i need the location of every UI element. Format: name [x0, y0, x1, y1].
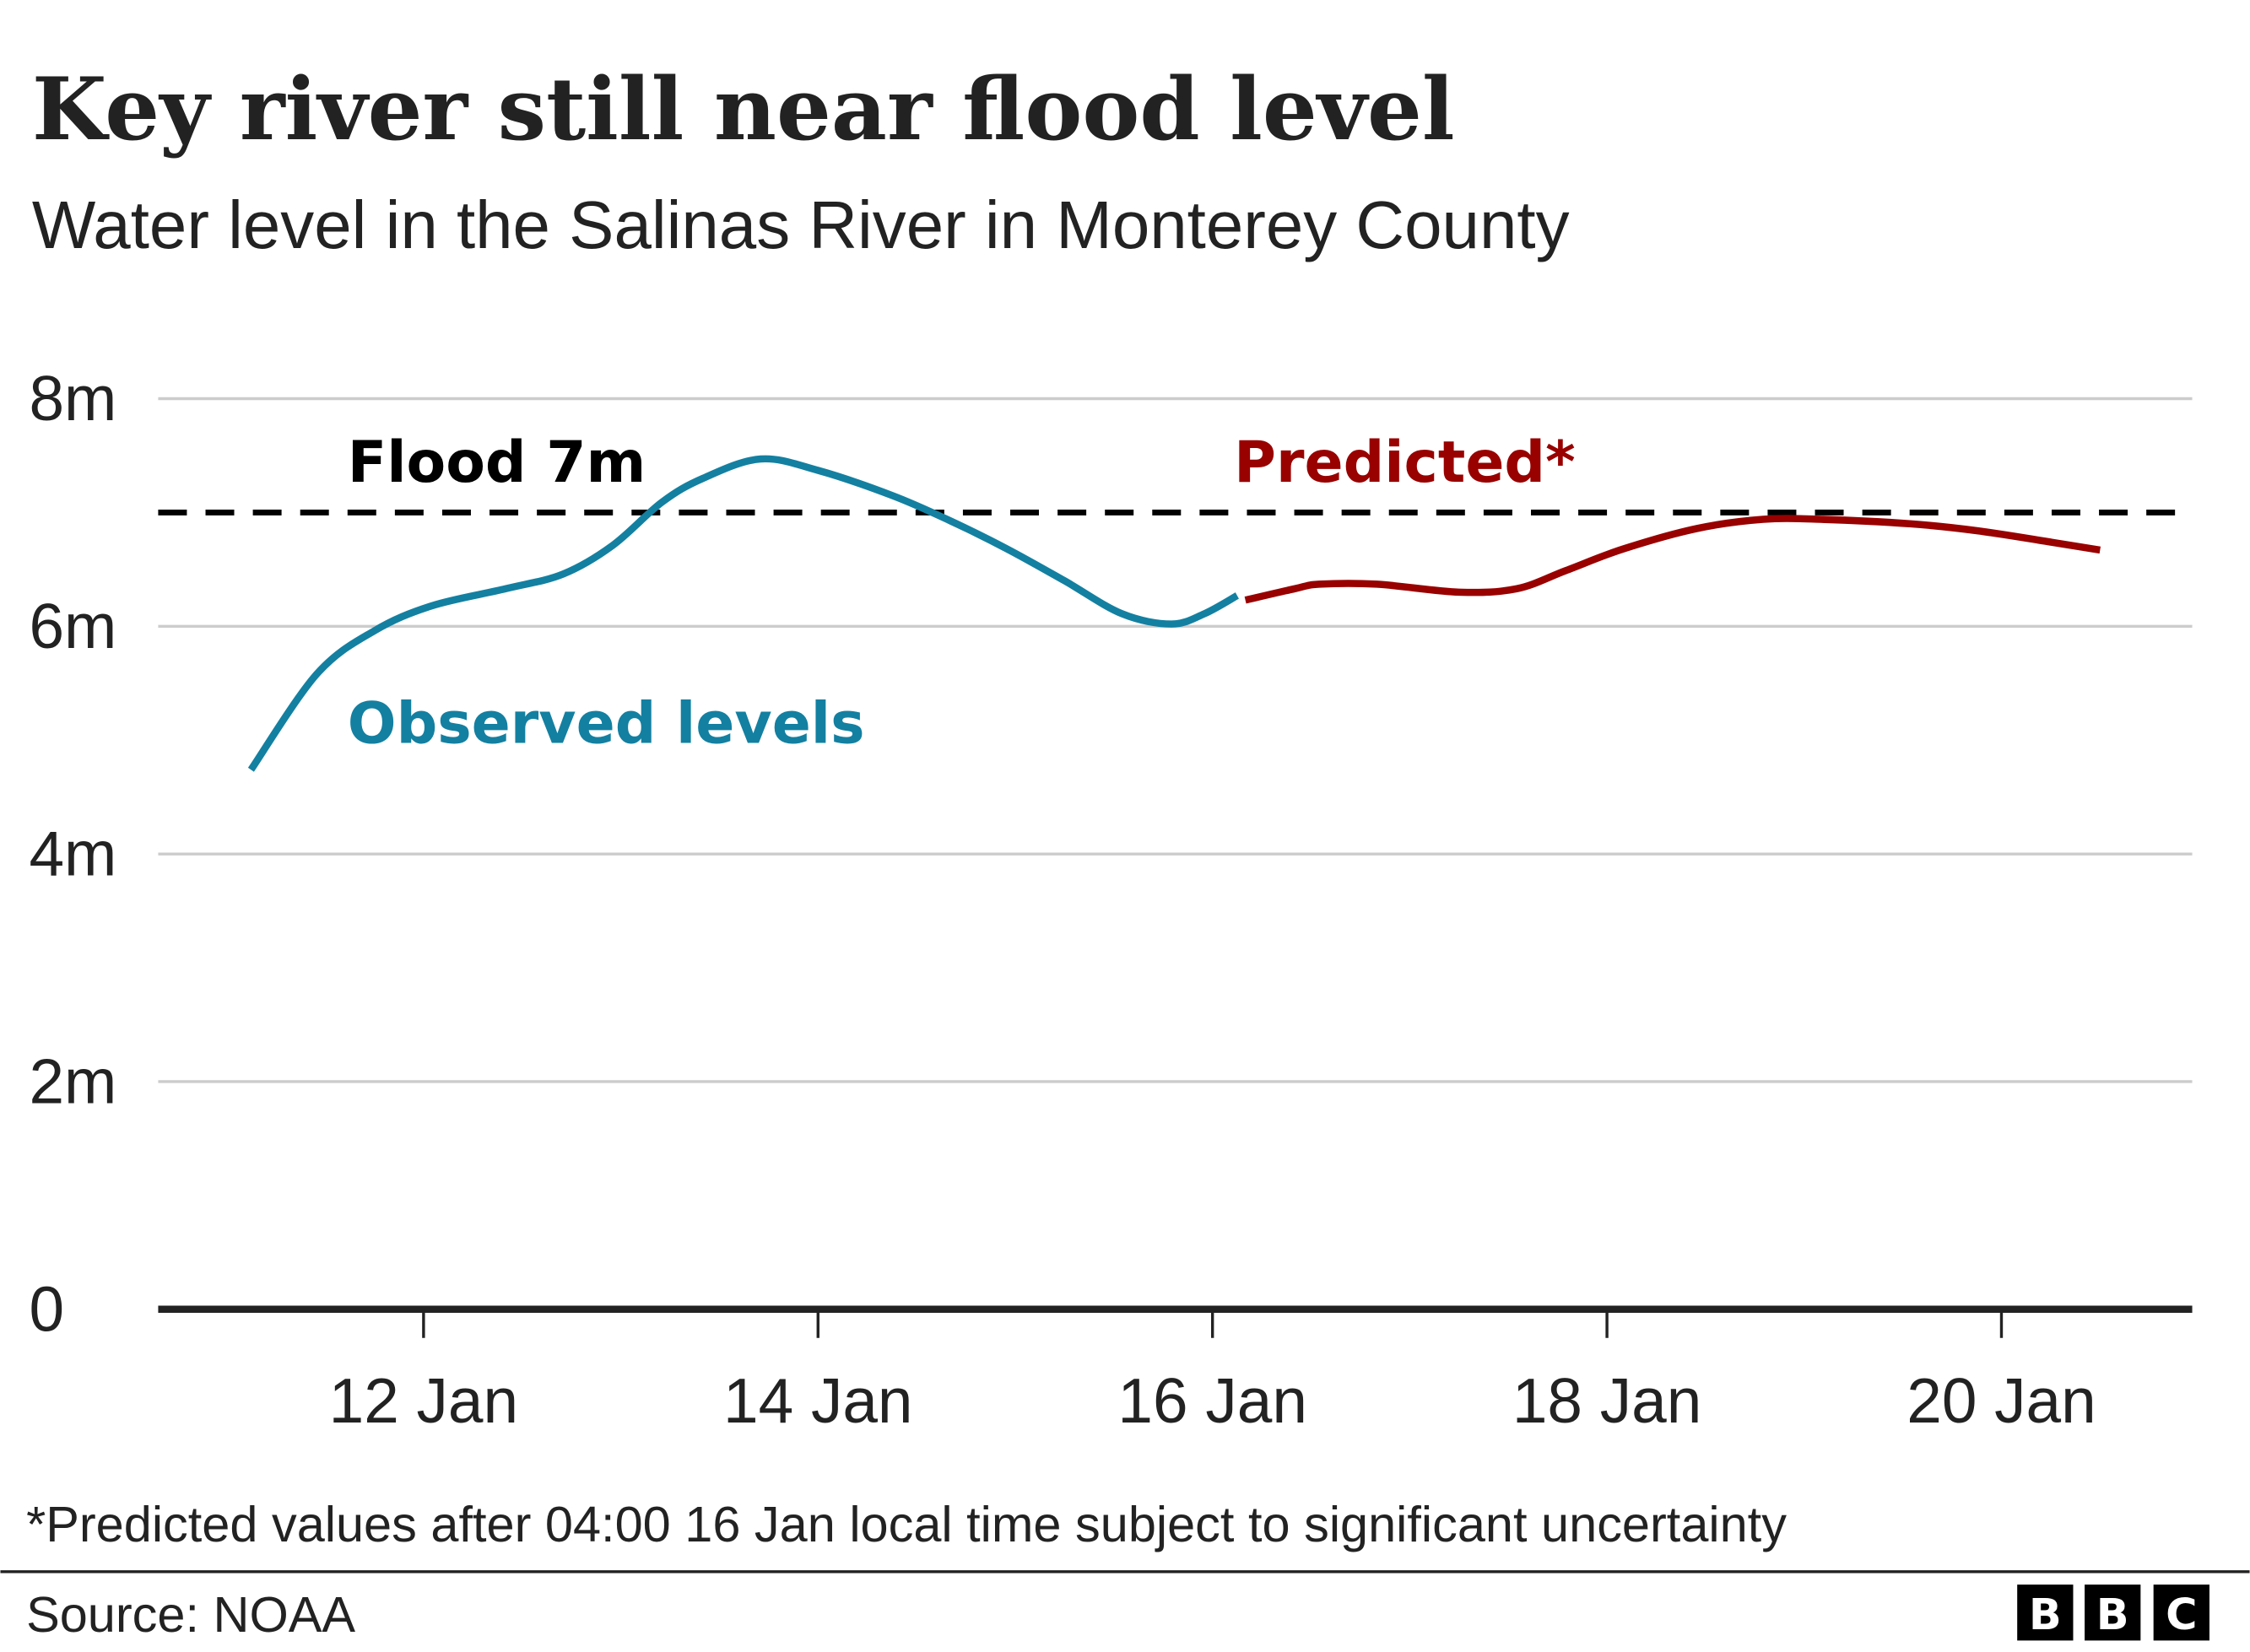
x-tick-label: 20 Jan: [1907, 1365, 2096, 1436]
chart-title: Key river still near flood level: [32, 59, 1455, 160]
logo-block: [2017, 1585, 2074, 1641]
y-tick-label: 0: [29, 1273, 64, 1344]
observed-series-label: Observed levels: [348, 690, 865, 757]
bbc-logo: B B C: [2017, 1585, 2209, 1641]
observed-line: [247, 455, 1239, 772]
y-tick-label: 2m: [29, 1045, 116, 1116]
x-tick-label: 16 Jan: [1117, 1365, 1306, 1436]
source-text: Source: NOAA: [26, 1586, 355, 1643]
predicted-series-label: Predicted*: [1234, 429, 1575, 496]
chart-subtitle: Water level in the Salinas River in Mont…: [32, 187, 1570, 262]
logo-letter: B: [2096, 1590, 2129, 1640]
gridlines: [158, 397, 2193, 1314]
series-lines: [247, 455, 2101, 772]
y-tick-label: 8m: [29, 363, 116, 434]
x-tick-label: 12 Jan: [329, 1365, 518, 1436]
predicted-line: [1244, 515, 2101, 604]
logo-block: [2153, 1585, 2209, 1641]
y-tick-label: 4m: [29, 818, 116, 889]
logo-letter: C: [2166, 1590, 2197, 1640]
flood-label: Flood 7m: [348, 429, 646, 496]
logo-block: [2085, 1585, 2141, 1641]
footnote: *Predicted values after 04:00 16 Jan loc…: [26, 1496, 1787, 1552]
x-tick-label: 14 Jan: [723, 1365, 912, 1436]
x-tick-label: 18 Jan: [1512, 1365, 1701, 1436]
y-axis-ticks: 0 2m 4m 6m 8m: [29, 363, 116, 1344]
logo-letter: B: [2029, 1590, 2062, 1640]
x-axis-ticks: 12 Jan 14 Jan 16 Jan 18 Jan 20 Jan: [329, 1309, 2096, 1436]
y-tick-label: 6m: [29, 591, 116, 661]
